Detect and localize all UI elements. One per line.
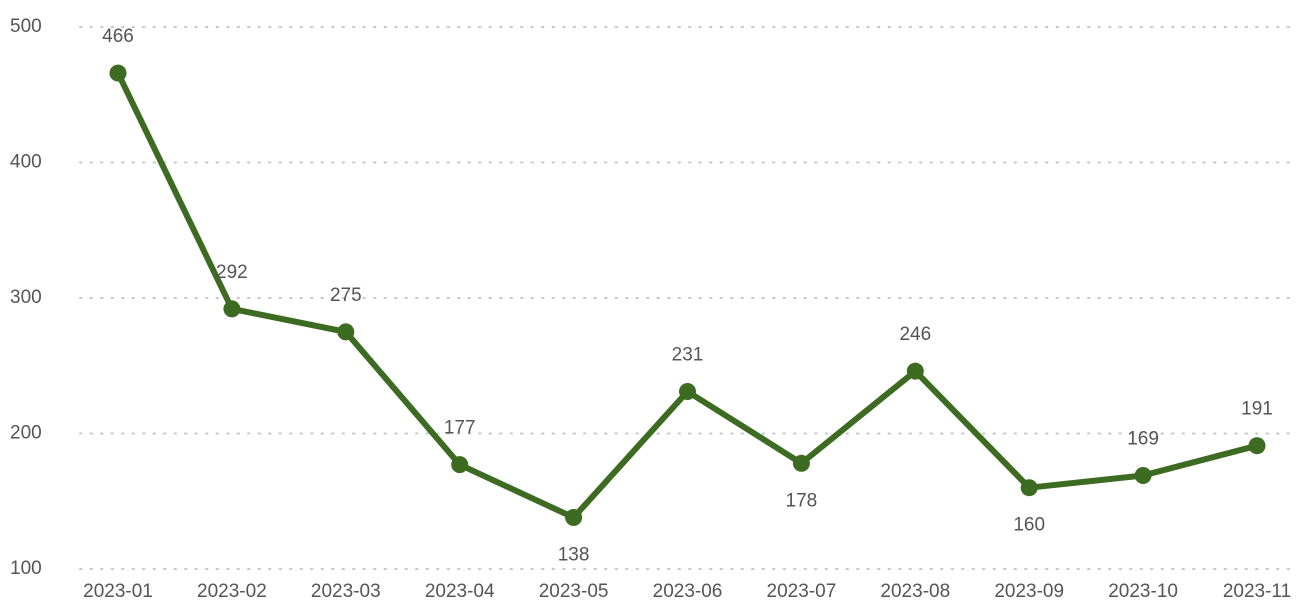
y-tick-label: 400: [10, 152, 42, 173]
point: [337, 323, 355, 341]
y-tick-label: 200: [10, 423, 42, 444]
data-label: 275: [330, 285, 362, 306]
data-label: 246: [899, 324, 931, 345]
data-label: 160: [1013, 515, 1045, 536]
x-tick-label: 2023-06: [653, 581, 723, 602]
x-tick-label: 2023-11: [1223, 581, 1291, 602]
data-label: 178: [786, 490, 818, 511]
point: [1020, 479, 1038, 497]
data-label: 466: [102, 26, 134, 47]
data-label: 169: [1127, 429, 1159, 450]
point: [906, 362, 924, 380]
point: [679, 382, 696, 400]
point: [451, 456, 469, 474]
data-label: 231: [672, 345, 704, 366]
point: [109, 64, 127, 82]
point: [565, 509, 583, 527]
point: [1248, 437, 1266, 455]
y-tick-label: 500: [10, 16, 42, 37]
x-tick-label: 2023-09: [994, 581, 1064, 602]
data-label: 191: [1241, 399, 1273, 420]
x-tick-label: 2023-10: [1108, 581, 1178, 602]
x-tick-label: 2023-03: [311, 581, 381, 602]
x-tick-label: 2023-02: [197, 581, 267, 602]
data-label: 177: [444, 418, 476, 439]
data-label: 138: [558, 545, 590, 566]
point: [1134, 467, 1152, 485]
x-tick-label: 2023-08: [880, 581, 950, 602]
data-label: 292: [216, 262, 248, 283]
point: [792, 454, 810, 472]
x-tick-label: 2023-04: [425, 581, 495, 602]
line: [115, 71, 1258, 521]
x-tick-label: 2023-01: [83, 581, 153, 602]
x-tick-label: 2023-07: [767, 581, 837, 602]
y-tick-label: 300: [10, 287, 42, 308]
x-tick-label: 2023-05: [539, 581, 609, 602]
point: [223, 300, 241, 318]
y-tick-label: 100: [10, 558, 42, 579]
